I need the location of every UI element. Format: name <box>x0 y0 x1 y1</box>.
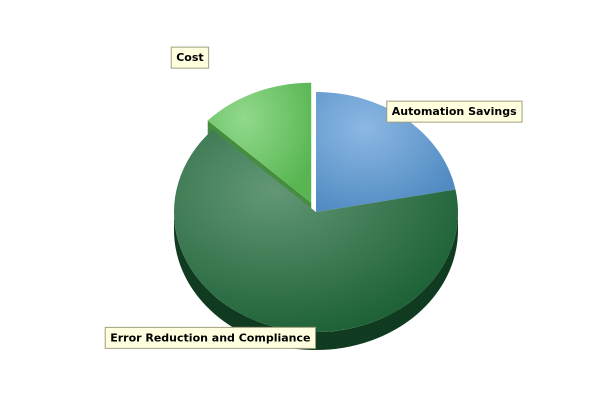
slice-label-box <box>104 326 316 349</box>
slice-label-box <box>386 100 523 123</box>
slice-label-0: Automation Savings <box>386 100 523 123</box>
slice-label-2: Cost <box>170 46 210 69</box>
slice-label-text: Cost <box>176 51 203 64</box>
slice-label-text: Automation Savings <box>392 105 517 118</box>
slice-cost <box>207 82 312 203</box>
slice-labels: Automation Savings Error Reduction and Co… <box>104 46 523 349</box>
slice-tops <box>174 82 459 332</box>
slice-label-text: Error Reduction and Compliance <box>110 331 310 344</box>
slice-automation-savings <box>316 92 456 212</box>
slice-label-1: Error Reduction and Compliance <box>104 326 316 349</box>
slice-label-box <box>170 46 210 69</box>
slice-error-reduction-and-compliance <box>174 129 459 332</box>
